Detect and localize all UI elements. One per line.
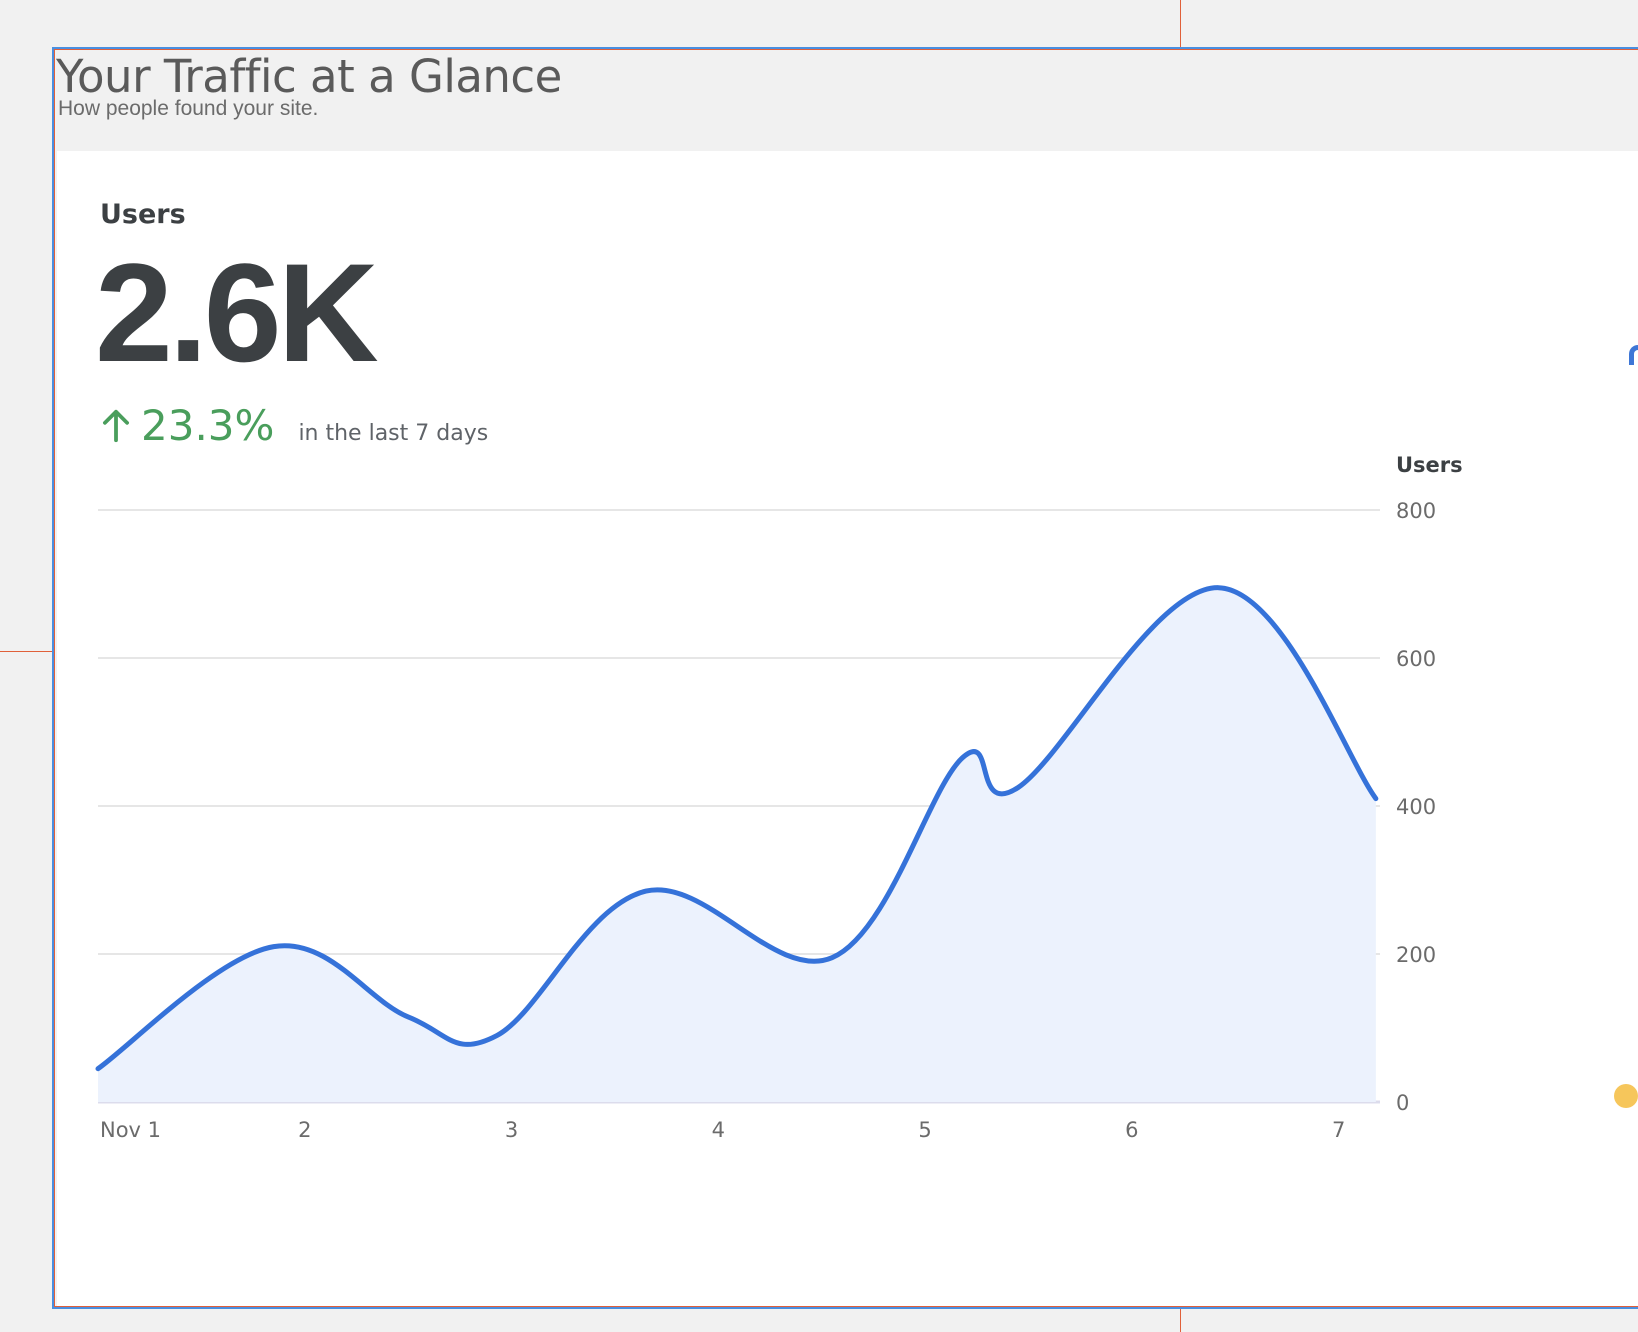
y-tick-label-200: 200 — [1396, 943, 1436, 967]
x-tick-label-5: 5 — [918, 1118, 931, 1142]
guide-vertical-bottom — [1180, 1309, 1181, 1332]
users-card: Users 2.6K 23.3% in the last 7 days 0 200… — [57, 151, 1638, 1306]
y-tick-label-800: 800 — [1396, 499, 1436, 523]
metric-label: Users — [100, 199, 186, 230]
selection-frame — [52, 47, 1638, 1309]
users-series-line — [95, 585, 1379, 1072]
selection-frame-inner — [54, 49, 1638, 1307]
guide-vertical-top — [1180, 0, 1181, 47]
edge-yellow-dot — [1614, 1084, 1638, 1108]
delta-value: 23.3% — [141, 401, 275, 450]
delta-period: in the last 7 days — [298, 421, 489, 446]
users-area-chart: 0 200 400 600 800 Users Nov 1 2 3 4 5 6 7 — [95, 453, 1463, 1142]
page-subtitle: How people found your site. — [58, 97, 319, 120]
x-tick-label-6: 6 — [1125, 1118, 1138, 1142]
x-tick-label-1: Nov 1 — [100, 1118, 161, 1142]
y-tick-label-600: 600 — [1396, 647, 1436, 671]
x-tick-label-4: 4 — [712, 1118, 725, 1142]
y-tick-label-400: 400 — [1396, 795, 1436, 819]
metric-value: 2.6K — [95, 234, 379, 391]
metric-delta: 23.3% in the last 7 days — [97, 401, 488, 450]
x-tick-label-7: 7 — [1332, 1118, 1345, 1142]
page-title: Your Traffic at a Glance — [56, 50, 562, 103]
edge-blue-glyph — [1629, 345, 1638, 365]
x-tick-label-3: 3 — [505, 1118, 518, 1142]
y-tick-label-0: 0 — [1396, 1091, 1409, 1115]
x-tick-label-2: 2 — [298, 1118, 311, 1142]
y-axis-title: Users — [1396, 453, 1463, 477]
page-header: Your Traffic at a Glance How people foun… — [55, 50, 1638, 150]
guide-horizontal-left — [0, 651, 52, 652]
users-area-fill — [98, 587, 1376, 1102]
arrow-up-icon — [103, 409, 129, 442]
